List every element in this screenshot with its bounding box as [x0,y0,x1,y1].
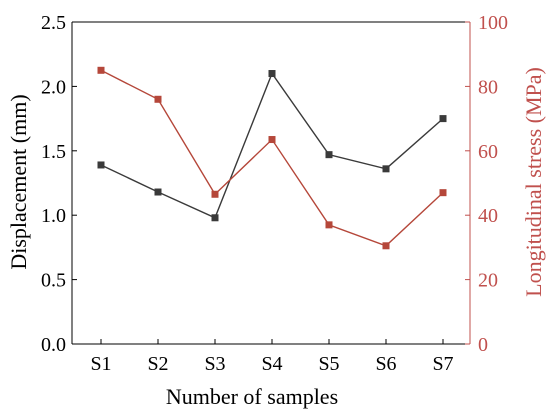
left-y-axis-title: Displacement (mm) [6,94,31,269]
series-right-point [268,136,276,144]
right-y-tick-label: 0 [478,334,488,356]
series-left-point [382,165,390,173]
x-tick-label: S1 [90,353,111,375]
series-left-point [97,161,105,169]
left-y-tick-label: 1.5 [41,141,66,163]
right-y-tick-label: 60 [478,141,498,163]
series-right-point [439,189,447,197]
left-y-tick-label: 2.5 [41,12,66,34]
series-left-point [325,151,333,159]
left-y-tick-label: 2.0 [41,76,66,98]
series-left-point [439,115,447,123]
x-tick-label: S4 [261,353,282,375]
right-y-tick-label: 20 [478,270,498,292]
series-right-point [382,242,390,250]
series-left-line [100,72,444,219]
series-right-point [97,66,105,74]
left-y-tick-label: 0.5 [41,270,66,292]
series-right-line [100,69,444,247]
left-y-tick-label: 1.0 [41,205,66,227]
series-right-point [211,190,219,198]
x-tick-label: S3 [204,353,225,375]
x-axis-title: Number of samples [166,384,338,409]
series-right-point [325,221,333,229]
series-left-point [154,188,162,196]
left-y-tick-label: 0.0 [41,334,66,356]
x-tick-label: S5 [318,353,339,375]
right-y-axis-title: Longitudinal stress (MPa) [521,67,546,297]
plot-frame [71,21,471,345]
x-axis: S1 S2 S3 S4 S5 S6 S7 [90,339,454,375]
x-tick-label: S2 [147,353,168,375]
right-y-axis: 0 20 40 60 80 100 [465,12,508,356]
series-right-point [154,95,162,103]
right-y-tick-label: 80 [478,76,498,98]
series-layer [97,66,447,250]
series-left-point [211,214,219,222]
right-y-tick-label: 40 [478,205,498,227]
series-left-point [268,70,276,78]
x-tick-label: S7 [432,353,453,375]
left-y-axis: 0.0 0.5 1.0 1.5 2.0 2.5 [41,12,77,356]
x-tick-label: S6 [375,353,396,375]
right-y-tick-label: 100 [478,12,508,34]
